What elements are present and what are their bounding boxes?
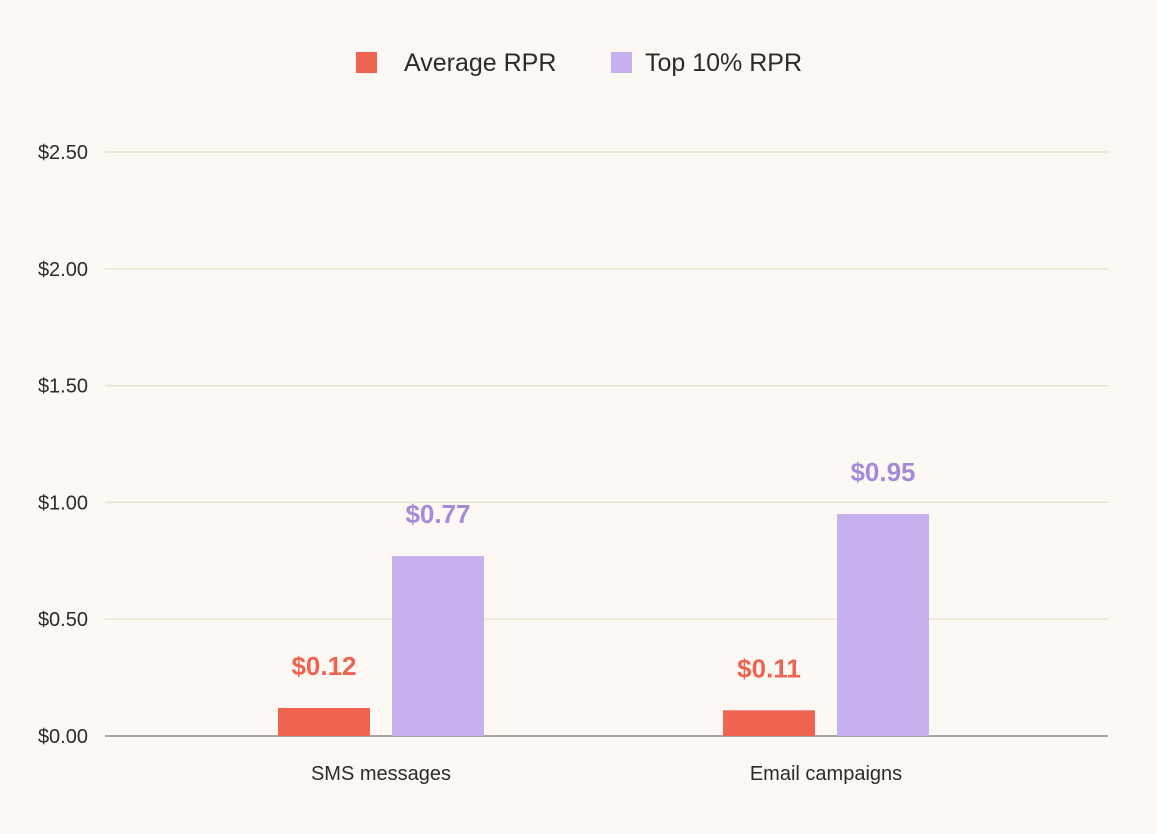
value-label: $0.77 [405,499,470,529]
legend-label: Average RPR [404,49,556,77]
y-tick-label: $0.00 [38,726,88,748]
bar-average-email [723,710,815,736]
x-category-label: Email campaigns [750,763,902,785]
value-label: $0.11 [737,653,801,683]
y-tick-label: $1.50 [38,376,88,398]
legend-swatch [356,52,377,73]
y-tick-label: $1.00 [38,492,88,514]
x-category-label: SMS messages [311,763,451,785]
value-label: $0.12 [291,651,356,681]
y-tick-label: $2.00 [38,259,88,281]
bar-top10-sms [392,556,484,736]
y-tick-label: $2.50 [38,142,88,164]
legend-swatch [611,52,632,73]
y-tick-label: $0.50 [38,609,88,631]
bar-top10-email [837,514,929,736]
value-label: $0.95 [850,457,915,487]
bar-average-sms [278,707,370,736]
legend-label: Top 10% RPR [645,49,802,77]
